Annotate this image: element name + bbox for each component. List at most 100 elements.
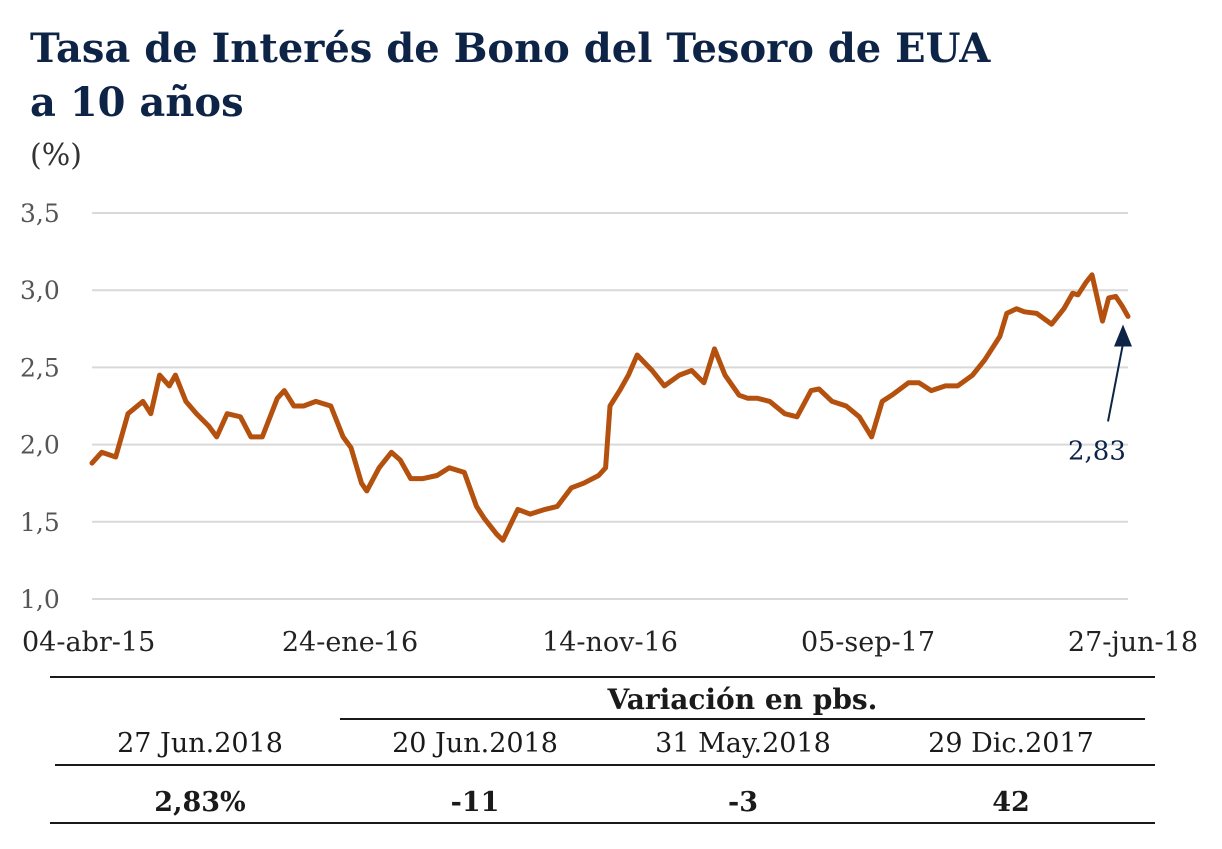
data-point [447,466,451,470]
header-date-current: 27 Jun.2018 [117,728,283,759]
variation-underline [340,718,1145,720]
data-point [260,435,264,439]
y-tick-label: 2,0 [20,431,60,460]
y-tick-label: 1,0 [20,585,60,614]
data-point [650,368,654,372]
data-point [543,507,547,511]
data-point [795,415,799,419]
data-point [1114,294,1118,298]
table-bottom-rule [50,822,1155,824]
variation-title: Variación en pbs. [607,683,878,716]
data-point [173,373,177,377]
data-point [844,404,848,408]
data-point [870,435,874,439]
data-point [100,450,104,454]
data-point [314,399,318,403]
data-point [604,466,608,470]
data-point [167,384,171,388]
line-chart: 1,0 1,5 2,0 2,5 3,0 3,5 04-abr-15 24-ene-16 14-… [20,199,1198,658]
data-point [149,412,153,416]
data-point [746,396,750,400]
data-point [723,373,727,377]
data-point [783,412,787,416]
y-tick-label: 3,5 [20,199,60,228]
data-point [194,412,198,416]
data-point [495,532,499,536]
data-point [90,461,94,465]
data-point [702,381,706,385]
data-point [569,486,573,490]
data-point [1062,307,1066,311]
data-point [1035,311,1039,315]
data-point [249,435,253,439]
data-point [917,381,921,385]
header-date-month: 31 May.2018 [655,728,831,759]
data-point [768,399,772,403]
header-date-year: 29 Dic.2017 [928,728,1094,759]
data-point [365,489,369,493]
data-point [983,358,987,362]
data-point [207,424,211,428]
data-point [528,512,532,516]
data-point [1126,314,1130,318]
data-point [1101,319,1105,323]
data-point [809,389,813,393]
data-point [114,455,118,459]
x-tick-label: 24-ene-16 [282,627,418,658]
data-point [890,393,894,397]
y-tick-label: 1,5 [20,508,60,537]
data-point [1071,291,1075,295]
data-point [677,373,681,377]
data-point [555,504,559,508]
data-point [398,458,402,462]
data-point [184,399,188,403]
data-point [929,389,933,393]
data-point [462,470,466,474]
data-point [626,373,630,377]
x-tick-label: 04-abr-15 [22,627,155,658]
data-point [971,373,975,377]
data-point [126,412,130,416]
data-point [360,481,364,485]
data-point [712,347,716,351]
data-point [1005,311,1009,315]
data-point [158,373,162,377]
data-point [302,404,306,408]
data-point [690,368,694,372]
data-point [608,404,612,408]
header-bottom-rule [55,764,1155,766]
data-point [618,389,622,393]
data-point [435,473,439,477]
data-point [943,384,947,388]
data-point [907,381,911,385]
y-tick-label: 3,0 [20,276,60,305]
data-point [141,399,145,403]
data-point [582,481,586,485]
annotation-arrow-shaft [1107,338,1125,422]
unit-label: (%) [30,138,82,173]
annotation-label: 2,83 [1068,436,1126,466]
data-point [516,507,520,511]
table-top-rule [50,676,1155,678]
x-tick-label: 05-sep-17 [801,627,935,658]
data-point [597,473,601,477]
x-tick-label: 14-nov-16 [542,627,678,658]
data-point [635,353,639,357]
data-point [1022,310,1026,314]
data-point [998,335,1002,339]
data-point [215,435,219,439]
data-point [1084,280,1088,284]
data-point [341,435,345,439]
annotation-arrow-head [1114,324,1132,347]
y-tick-label: 2,5 [20,353,60,382]
value-var-month: -3 [728,787,758,818]
data-point [1120,304,1124,308]
value-var-week: -11 [450,787,500,818]
chart-title: Tasa de Interés de Bono del Tesoro de EU… [30,25,991,126]
data-point [482,517,486,521]
value-var-year: 42 [992,787,1030,818]
data-point [225,412,229,416]
data-point [857,415,861,419]
data-point [1076,293,1080,297]
data-point [956,384,960,388]
